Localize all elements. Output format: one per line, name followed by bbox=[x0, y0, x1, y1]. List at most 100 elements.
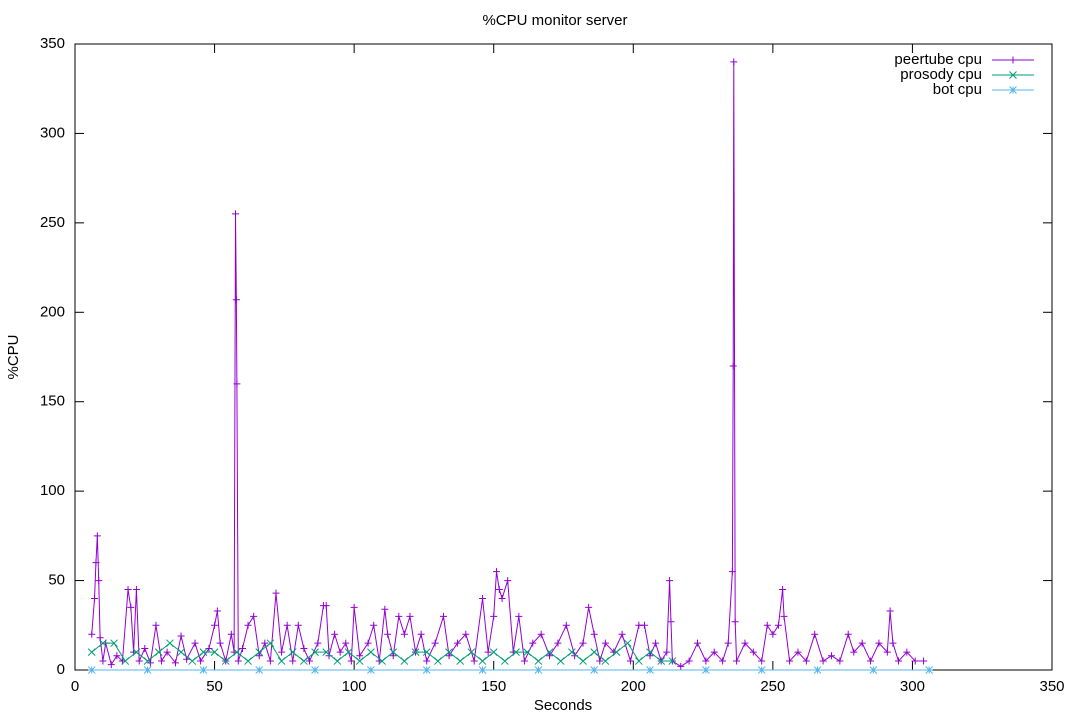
point-marker bbox=[663, 648, 671, 656]
point-marker bbox=[314, 639, 322, 647]
point-marker bbox=[87, 648, 96, 656]
point-marker bbox=[512, 648, 520, 656]
point-marker bbox=[311, 666, 319, 674]
point-marker bbox=[867, 657, 875, 665]
point-marker bbox=[221, 657, 230, 665]
point-marker bbox=[546, 652, 554, 660]
point-marker bbox=[384, 630, 392, 638]
point-marker bbox=[585, 603, 593, 611]
point-marker bbox=[719, 657, 727, 665]
point-marker bbox=[322, 648, 331, 656]
point-marker bbox=[626, 657, 634, 665]
point-marker bbox=[794, 648, 802, 656]
point-marker bbox=[127, 603, 135, 611]
point-marker bbox=[749, 648, 757, 656]
point-marker bbox=[331, 630, 339, 638]
point-marker bbox=[406, 612, 414, 620]
point-marker bbox=[132, 648, 141, 656]
point-marker bbox=[702, 657, 710, 665]
point-marker bbox=[640, 621, 648, 629]
point-marker bbox=[336, 648, 344, 656]
point-marker bbox=[210, 648, 219, 656]
point-marker bbox=[289, 657, 297, 665]
point-marker bbox=[545, 648, 554, 656]
y-tick-label: 150 bbox=[40, 393, 65, 410]
point-marker bbox=[568, 648, 576, 656]
point-marker bbox=[925, 666, 934, 674]
point-marker bbox=[844, 630, 852, 638]
point-marker bbox=[177, 648, 185, 656]
point-marker bbox=[813, 666, 822, 674]
point-marker bbox=[493, 568, 501, 576]
point-marker bbox=[322, 602, 330, 610]
point-marker bbox=[99, 639, 107, 648]
point-marker bbox=[152, 621, 160, 629]
point-marker bbox=[456, 657, 465, 665]
legend-label: bot cpu bbox=[933, 81, 982, 98]
point-marker bbox=[227, 630, 235, 638]
point-marker bbox=[501, 657, 509, 665]
point-marker bbox=[395, 612, 403, 620]
point-marker bbox=[537, 630, 545, 638]
point-marker bbox=[154, 648, 163, 656]
point-marker bbox=[786, 657, 794, 665]
point-marker bbox=[903, 648, 911, 656]
point-marker bbox=[467, 648, 476, 656]
point-marker bbox=[171, 659, 179, 667]
point-marker bbox=[666, 577, 674, 585]
point-marker bbox=[113, 652, 121, 660]
point-marker bbox=[255, 652, 263, 660]
point-marker bbox=[911, 657, 919, 665]
point-marker bbox=[579, 639, 587, 647]
point-marker bbox=[143, 666, 152, 674]
point-marker bbox=[272, 589, 280, 597]
point-marker bbox=[730, 58, 738, 66]
point-marker bbox=[422, 666, 431, 674]
point-marker bbox=[479, 594, 487, 602]
point-marker bbox=[400, 630, 408, 638]
x-tick-label: 300 bbox=[900, 678, 925, 695]
point-marker bbox=[244, 621, 252, 629]
point-marker bbox=[132, 586, 140, 594]
point-marker bbox=[811, 630, 819, 638]
point-marker bbox=[342, 639, 350, 647]
point-marker bbox=[693, 639, 701, 647]
point-marker bbox=[370, 621, 378, 629]
point-marker bbox=[232, 210, 240, 218]
point-marker bbox=[211, 621, 219, 629]
point-marker bbox=[769, 630, 777, 638]
legend-marker bbox=[1009, 71, 1017, 79]
y-tick-label: 100 bbox=[40, 482, 65, 499]
y-tick-label: 0 bbox=[57, 661, 65, 678]
point-marker bbox=[367, 648, 375, 656]
point-marker bbox=[498, 594, 506, 602]
point-marker bbox=[350, 603, 358, 611]
point-marker bbox=[534, 666, 543, 674]
point-marker bbox=[389, 648, 398, 656]
legend-marker bbox=[1009, 86, 1017, 94]
point-marker bbox=[191, 639, 199, 647]
point-marker bbox=[216, 639, 224, 647]
point-marker bbox=[858, 639, 866, 647]
x-tick-label: 50 bbox=[206, 678, 223, 695]
point-marker bbox=[177, 632, 185, 640]
point-marker bbox=[646, 652, 654, 660]
point-marker bbox=[758, 657, 766, 665]
point-marker bbox=[166, 639, 174, 648]
plot-border bbox=[74, 43, 1053, 671]
point-marker bbox=[827, 652, 835, 660]
x-tick-label: 100 bbox=[342, 678, 367, 695]
point-marker bbox=[87, 666, 96, 674]
y-tick-label: 50 bbox=[48, 572, 65, 589]
x-tick-label: 0 bbox=[71, 678, 79, 695]
point-marker bbox=[618, 630, 626, 638]
point-marker bbox=[733, 657, 741, 665]
point-marker bbox=[554, 639, 562, 647]
point-marker bbox=[819, 657, 827, 665]
point-marker bbox=[702, 666, 710, 674]
point-marker bbox=[869, 666, 878, 674]
point-marker bbox=[780, 612, 788, 620]
point-marker bbox=[233, 380, 241, 388]
point-marker bbox=[255, 648, 264, 656]
point-marker bbox=[490, 612, 498, 620]
